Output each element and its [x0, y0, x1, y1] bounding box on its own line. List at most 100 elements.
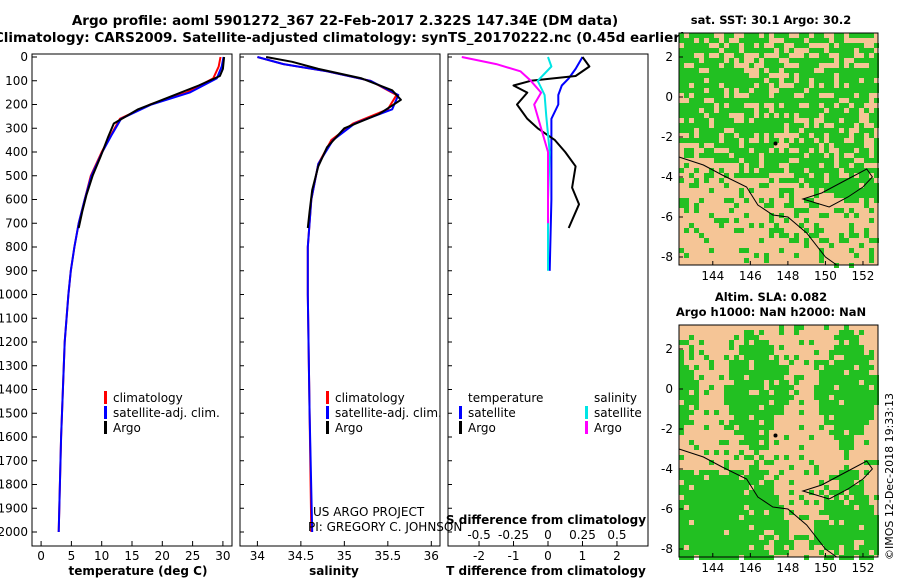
- map-cell: [849, 198, 854, 203]
- map-cell: [864, 178, 869, 183]
- map-cell: [754, 495, 759, 500]
- map-cell: [799, 123, 804, 128]
- map-cell: [859, 83, 864, 88]
- map-cell: [844, 515, 849, 520]
- map-cell: [729, 500, 734, 505]
- map-cell: [829, 535, 834, 540]
- map-cell: [799, 173, 804, 178]
- map-cell: [874, 73, 879, 78]
- map-cell: [764, 58, 769, 63]
- map-cell: [869, 415, 874, 420]
- map-cell: [729, 148, 734, 153]
- difference-series-s-satellite: [536, 56, 553, 271]
- map-cell: [729, 73, 734, 78]
- map-cell: [729, 198, 734, 203]
- map-cell: [809, 48, 814, 53]
- map-cell: [764, 485, 769, 490]
- map-cell: [869, 395, 874, 400]
- map-cell: [694, 103, 699, 108]
- legend-s-satellite: satellite: [594, 406, 642, 420]
- map-cell: [719, 223, 724, 228]
- map-cell: [749, 63, 754, 68]
- map-cell: [854, 233, 859, 238]
- map-cell: [744, 520, 749, 525]
- map-cell: [694, 390, 699, 395]
- map-cell: [684, 385, 689, 390]
- map-cell: [814, 223, 819, 228]
- map-cell: [839, 535, 844, 540]
- map-cell: [689, 515, 694, 520]
- map-cell: [764, 365, 769, 370]
- map-cell: [744, 440, 749, 445]
- map-cell: [749, 430, 754, 435]
- map-cell: [719, 88, 724, 93]
- temperature-x-tick-label: 30: [215, 549, 230, 563]
- map-cell: [729, 510, 734, 515]
- map-cell: [819, 228, 824, 233]
- map-cell: [704, 450, 709, 455]
- map-cell: [739, 425, 744, 430]
- map-cell: [809, 203, 814, 208]
- difference-plot: -2 -1 0 1 2-0.5 -0.25 0 0.25 0.5: [461, 56, 627, 563]
- map-cell: [834, 540, 839, 545]
- map-cell: [804, 238, 809, 243]
- map-cell: [834, 370, 839, 375]
- map-cell: [719, 475, 724, 480]
- legend-temperature-heading: temperature: [468, 391, 543, 405]
- map-cell: [684, 365, 689, 370]
- map-cell: [714, 525, 719, 530]
- map-cell: [689, 103, 694, 108]
- map-cell: [794, 58, 799, 63]
- map-cell: [819, 490, 824, 495]
- salinity-panel-frame: [239, 53, 441, 547]
- map-cell: [704, 48, 709, 53]
- legend-swatch-t-satellite: [459, 406, 462, 419]
- map-cell: [844, 238, 849, 243]
- map-cell: [714, 535, 719, 540]
- map-cell: [779, 345, 784, 350]
- map-cell: [779, 520, 784, 525]
- map-cell: [714, 545, 719, 550]
- map-cell: [734, 540, 739, 545]
- map-cell: [744, 360, 749, 365]
- map-cell: [809, 103, 814, 108]
- map-cell: [769, 78, 774, 83]
- map-cell: [714, 113, 719, 118]
- map-cell: [864, 395, 869, 400]
- map-cell: [774, 138, 779, 143]
- map-cell: [869, 535, 874, 540]
- map-cell: [774, 515, 779, 520]
- map-cell: [784, 525, 789, 530]
- map-cell: [869, 520, 874, 525]
- map-cell: [769, 485, 774, 490]
- map-cell: [779, 410, 784, 415]
- map-cell: [704, 133, 709, 138]
- map-cell: [734, 405, 739, 410]
- map-cell: [859, 545, 864, 550]
- map-cell: [869, 515, 874, 520]
- map-cell: [799, 375, 804, 380]
- map-cell: [724, 183, 729, 188]
- map-cell: [689, 385, 694, 390]
- map-cell: [809, 63, 814, 68]
- map-cell: [844, 365, 849, 370]
- map-cell: [859, 395, 864, 400]
- depth-tick-label: 600: [5, 193, 28, 207]
- map-cell: [684, 410, 689, 415]
- map-cell: [739, 390, 744, 395]
- map-cell: [759, 238, 764, 243]
- map-cell: [744, 530, 749, 535]
- map-cell: [729, 485, 734, 490]
- map-cell: [679, 415, 684, 420]
- temperature-x-tick-label: 5: [68, 549, 76, 563]
- legend-satellite: satellite-adj. clim.: [113, 406, 220, 420]
- map-cell: [759, 505, 764, 510]
- map-cell: [874, 385, 879, 390]
- map-cell: [734, 228, 739, 233]
- map-cell: [679, 73, 684, 78]
- map-cell: [719, 73, 724, 78]
- map-cell: [799, 88, 804, 93]
- map-cell: [779, 123, 784, 128]
- map-cell: [809, 158, 814, 163]
